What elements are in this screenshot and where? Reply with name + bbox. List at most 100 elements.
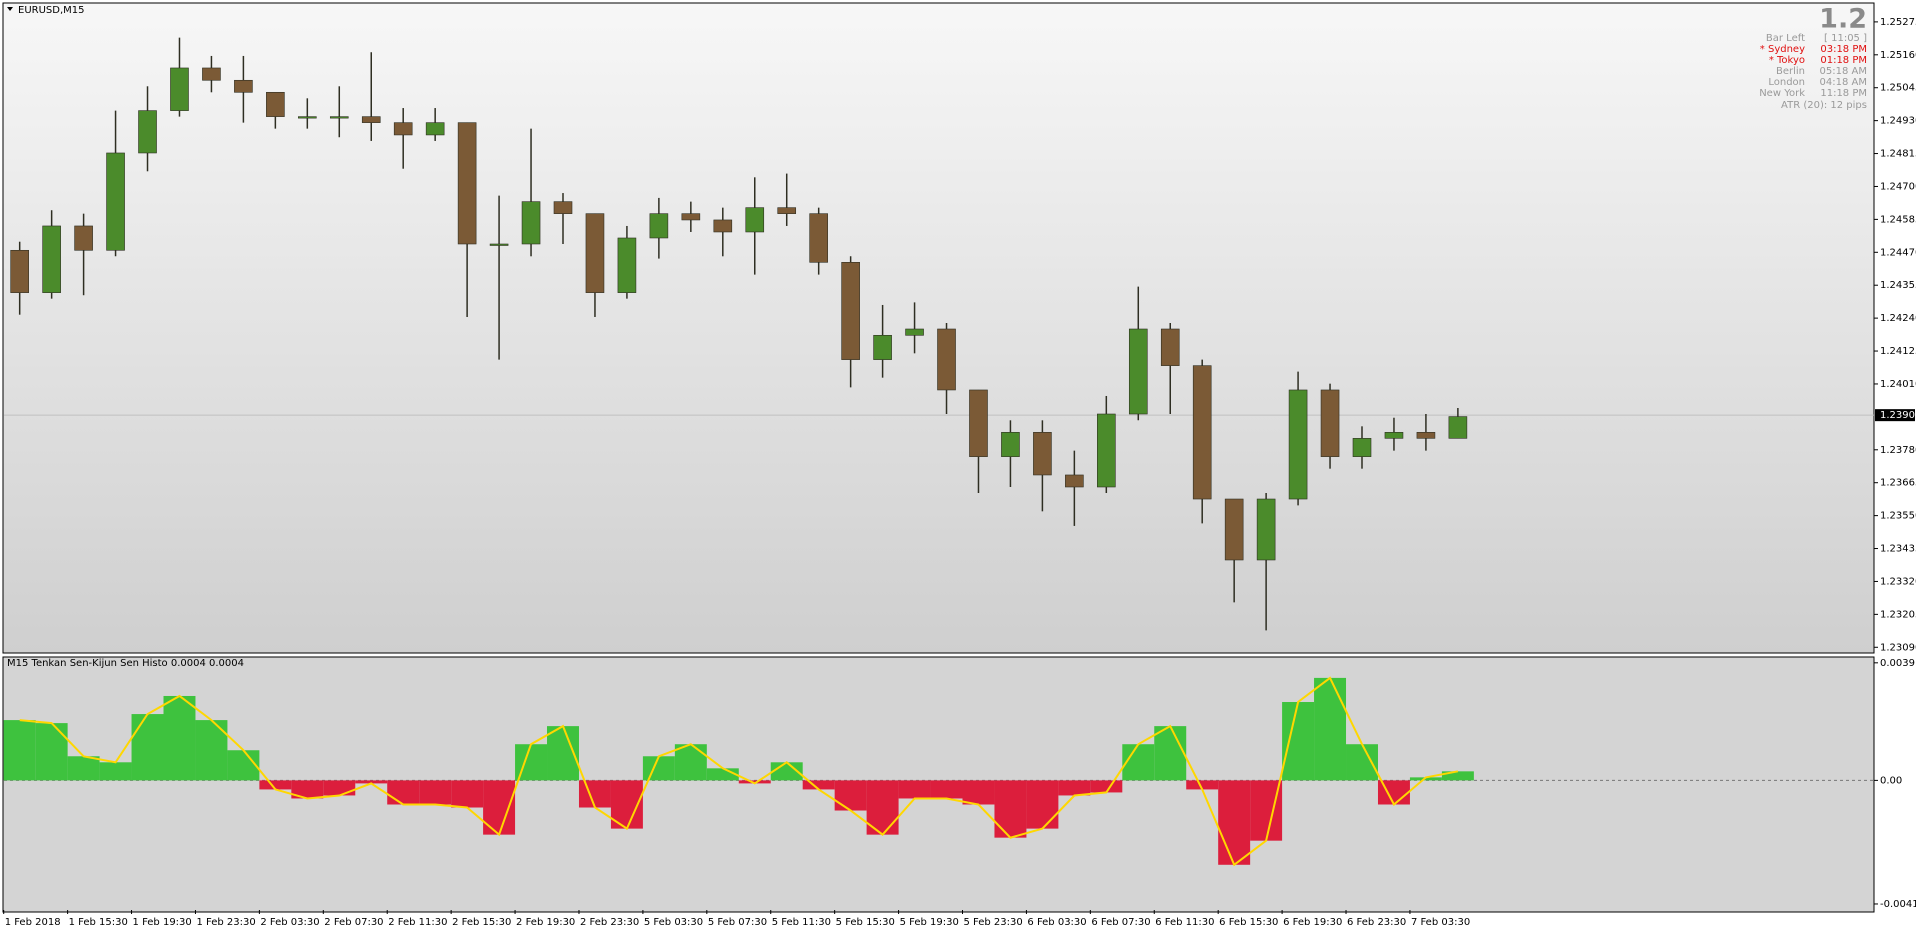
y-tick-label: 1.24355	[1880, 280, 1916, 291]
histo-bar	[1026, 780, 1059, 829]
y-tick-label: 1.24240	[1880, 313, 1916, 324]
candle-body	[1448, 416, 1468, 439]
y-tick-label: 1.23550	[1880, 511, 1916, 522]
candle-body	[521, 201, 541, 245]
histo-bar	[1346, 744, 1378, 781]
y-tick-label: 1.24470	[1880, 247, 1916, 258]
candle-body	[1288, 389, 1308, 500]
candle-body	[266, 91, 285, 117]
candle-body	[361, 116, 381, 123]
histo-bar	[1218, 780, 1251, 865]
info-label: Berlin	[1776, 66, 1805, 77]
candle-body	[1128, 328, 1148, 415]
x-tick-label: 2 Feb 07:30	[324, 917, 383, 928]
symbol-title: EURUSD,M15	[18, 5, 84, 16]
candle-body	[1416, 432, 1436, 439]
candle-body	[617, 237, 637, 293]
histo-bar	[1409, 777, 1442, 781]
candle-body	[393, 122, 413, 136]
y-tick-label: 1.24585	[1880, 214, 1916, 225]
candle-body	[777, 207, 797, 214]
y-tick-label: 1.24930	[1880, 116, 1916, 127]
candle-body	[649, 213, 669, 239]
candle-body	[1097, 413, 1116, 488]
histo-bar	[962, 780, 995, 805]
info-value: 01:18 PM	[1820, 55, 1867, 66]
y-tick-label: 1.24700	[1880, 181, 1916, 192]
candle-body	[1384, 432, 1404, 439]
histo-bar	[802, 780, 835, 790]
y-tick-label: 0.0039	[1880, 658, 1915, 669]
candle-body	[873, 334, 892, 360]
histo-bar	[1441, 771, 1474, 781]
candle-body	[1192, 365, 1212, 500]
histo-bar	[1314, 677, 1347, 781]
x-tick-label: 6 Feb 11:30	[1155, 917, 1214, 928]
candle-body	[329, 116, 349, 119]
y-tick-label: 1.23205	[1880, 609, 1916, 620]
candle-body	[1160, 328, 1180, 366]
candle-body	[234, 79, 253, 93]
candle-body	[489, 243, 509, 246]
histo-bar	[1282, 702, 1315, 781]
info-label: New York	[1759, 88, 1805, 99]
candle-body	[202, 67, 221, 81]
histo-bar	[99, 762, 132, 781]
histo-bar	[291, 780, 324, 799]
info-value: 04:18 AM	[1820, 77, 1867, 88]
y-tick-label: 1.24010	[1880, 379, 1916, 390]
candle-body	[1033, 432, 1052, 476]
info-label: * Tokyo	[1769, 55, 1805, 66]
x-tick-label: 6 Feb 15:30	[1219, 917, 1278, 928]
histo-bar	[259, 780, 292, 790]
info-label: Bar Left	[1766, 33, 1805, 44]
y-tick-label: 1.25045	[1880, 83, 1916, 94]
histo-bar	[1090, 780, 1123, 793]
info-value: 11:18 PM	[1820, 88, 1867, 99]
histo-bar	[738, 780, 771, 784]
candle-body	[170, 67, 189, 111]
info-label: * Sydney	[1760, 44, 1805, 55]
histo-bar	[994, 780, 1027, 838]
indicator-title: M15 Tenkan Sen-Kijun Sen Histo 0.0004 0.…	[7, 658, 244, 669]
histo-bar	[578, 780, 611, 808]
candle-body	[1224, 498, 1244, 561]
x-tick-label: 6 Feb 23:30	[1347, 917, 1406, 928]
x-tick-label: 2 Feb 03:30	[260, 917, 319, 928]
x-tick-label: 5 Feb 11:30	[772, 917, 831, 928]
x-tick-label: 1 Feb 23:30	[196, 917, 255, 928]
histo-bar	[387, 780, 420, 805]
x-tick-label: 5 Feb 23:30	[964, 917, 1023, 928]
y-tick-label: 1.24125	[1880, 346, 1916, 357]
histo-bar	[323, 780, 356, 796]
info-atr: ATR (20): 12 pips	[1781, 100, 1867, 111]
candle-body	[425, 122, 445, 136]
histo-bar	[642, 756, 675, 781]
info-price: 1.2	[1819, 4, 1867, 35]
y-tick-label: 1.24815	[1880, 149, 1916, 160]
histo-bar	[1186, 780, 1219, 790]
y-tick-label: -0.0041	[1880, 899, 1916, 910]
candle-body	[905, 328, 924, 336]
x-tick-label: 5 Feb 19:30	[900, 917, 959, 928]
histo-bar	[451, 780, 484, 808]
price-panel	[2, 2, 1875, 654]
x-tick-label: 1 Feb 15:30	[69, 917, 128, 928]
histo-bar	[355, 780, 388, 784]
candle-body	[457, 122, 477, 245]
menu-arrow[interactable]	[7, 7, 13, 11]
candle-body	[969, 389, 988, 457]
histo-bar	[483, 780, 516, 835]
candle-body	[138, 110, 157, 154]
candle-body	[42, 225, 61, 293]
histo-bar	[419, 780, 452, 805]
x-tick-label: 2 Feb 11:30	[388, 917, 447, 928]
x-tick-label: 2 Feb 15:30	[452, 917, 511, 928]
candle-body	[74, 225, 93, 251]
candle-body	[745, 207, 765, 233]
candle-body	[1320, 389, 1340, 457]
x-tick-label: 5 Feb 03:30	[644, 917, 703, 928]
candle-body	[937, 328, 956, 391]
candle-body	[553, 201, 573, 214]
